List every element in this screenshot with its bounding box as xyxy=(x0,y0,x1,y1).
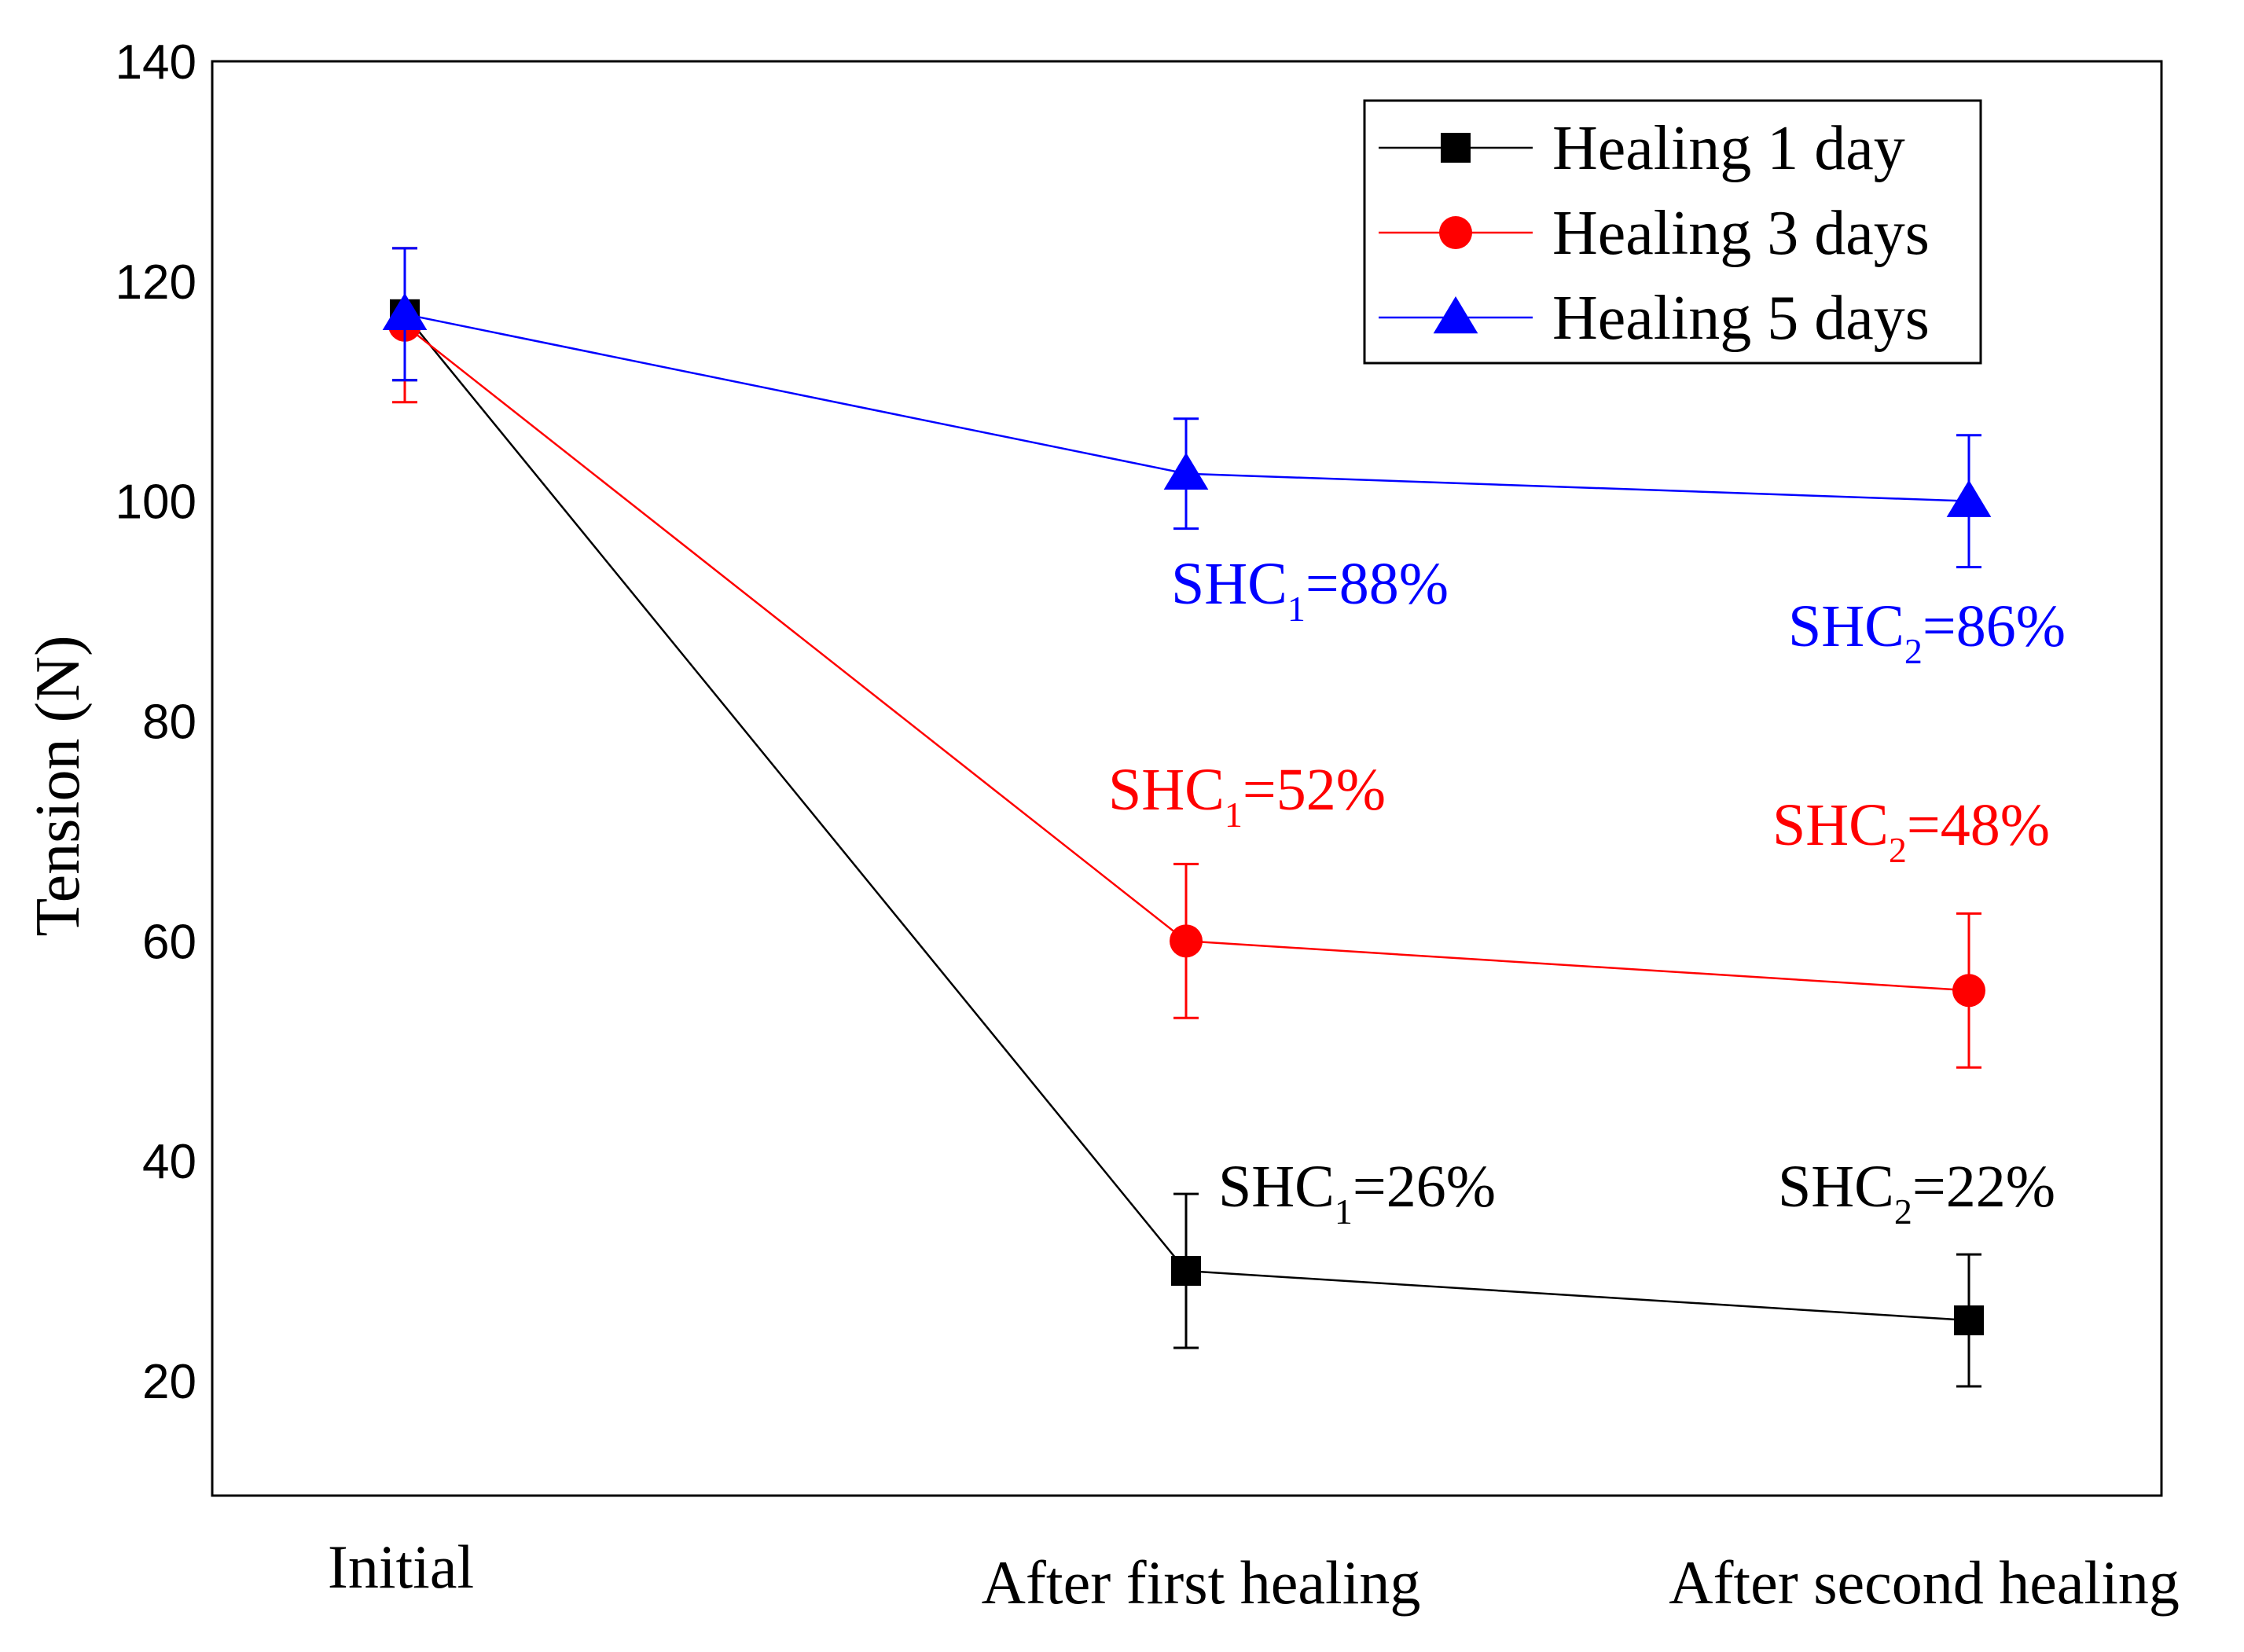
data-point xyxy=(1954,1305,1984,1336)
plot-border xyxy=(211,60,2163,1497)
series-3 xyxy=(382,247,1992,569)
y-axis: 20 40 60 80 100 120 140 xyxy=(116,35,196,1409)
data-point xyxy=(1170,924,1203,958)
legend-entry: Healing 5 days xyxy=(1379,284,1930,353)
shc-annotation: SHC2=48% xyxy=(1772,792,2050,870)
shc-annotation: SHC1=88% xyxy=(1171,551,1449,629)
data-point xyxy=(1952,974,1985,1008)
x-category-label: Initial xyxy=(328,1533,474,1601)
shc-annotation: SHC2=86% xyxy=(1788,593,2066,671)
series-layer xyxy=(382,247,1992,1388)
data-point xyxy=(382,292,428,331)
legend-label: Healing 5 days xyxy=(1552,284,1930,353)
x-category-label: After second healing xyxy=(1669,1548,2180,1617)
y-tick-label: 80 xyxy=(142,696,196,750)
shc-annotation: SHC2=22% xyxy=(1778,1154,2055,1232)
y-tick-label: 40 xyxy=(142,1135,196,1189)
y-tick-label: 20 xyxy=(142,1355,196,1409)
shc-annotation: SHC1=52% xyxy=(1108,757,1386,835)
legend-marker xyxy=(1439,216,1472,249)
data-point xyxy=(1946,479,1992,517)
y-tick-label: 60 xyxy=(142,915,196,969)
plot-frame xyxy=(211,60,2163,1497)
x-category-label: After first healing xyxy=(982,1548,1421,1617)
y-tick-label: 120 xyxy=(116,255,196,310)
legend-entry: Healing 1 day xyxy=(1379,114,1905,183)
legend-marker xyxy=(1433,296,1478,334)
legend: Healing 1 day Healing 3 days Healing 5 day… xyxy=(1363,99,1982,365)
data-point xyxy=(1171,1256,1201,1287)
shc-annotation: SHC1=26% xyxy=(1218,1154,1496,1232)
legend-entry: Healing 3 days xyxy=(1379,199,1930,268)
legend-label: Healing 3 days xyxy=(1552,199,1930,268)
series-2 xyxy=(388,247,1985,1069)
legend-label: Healing 1 day xyxy=(1552,114,1905,183)
y-axis-label: Tension (N) xyxy=(24,635,93,936)
annotation-layer: SHC1=88% SHC2=86% SHC1=52% SHC2=48% SHC1=26%… xyxy=(1108,551,2066,1232)
y-tick-label: 140 xyxy=(116,35,196,90)
y-tick-label: 100 xyxy=(116,475,196,530)
x-axis: Initial After first healing After second h… xyxy=(328,1533,2180,1617)
legend-marker xyxy=(1441,133,1471,163)
data-point xyxy=(1163,452,1209,490)
